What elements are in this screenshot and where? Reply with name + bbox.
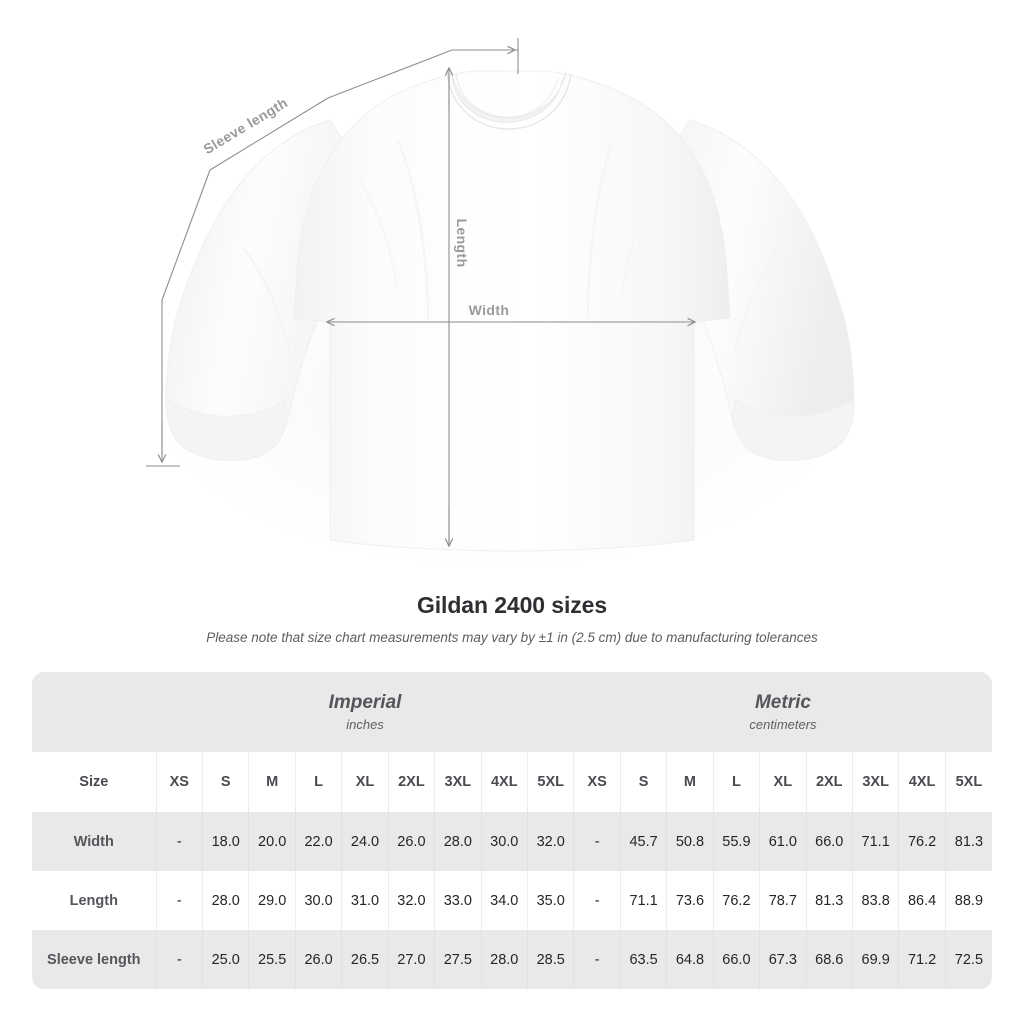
table-row: Length -28.0 29.0 30.0 31.0 32.0 33.0 34.0 35.0-… <box>32 871 992 930</box>
cell-width-metric-xl: 61.0 <box>759 812 807 871</box>
size-header-4xl: 4XL <box>480 752 528 812</box>
cell-width-metric-m: 50.8 <box>666 812 714 871</box>
cell-length-imperial-3xl: 33.0 <box>434 871 482 930</box>
size-header-s: S <box>619 752 667 812</box>
cell-sleeve-length-metric-5xl: 72.5 <box>944 930 992 989</box>
unit-header-imperial: Imperial inches <box>156 672 574 752</box>
cell-width-imperial-xs: - <box>155 812 203 871</box>
size-header-4xl: 4XL <box>898 752 946 812</box>
cell-sleeve-length-imperial-xs: - <box>155 930 203 989</box>
row-header-length: Length <box>32 871 157 930</box>
size-header-l: L <box>712 752 760 812</box>
cell-length-metric-m: 73.6 <box>666 871 714 930</box>
cell-length-imperial-4xl: 34.0 <box>480 871 528 930</box>
cell-length-metric-2xl: 81.3 <box>805 871 853 930</box>
cell-length-metric-xl: 78.7 <box>759 871 807 930</box>
cell-length-imperial-xs: - <box>155 871 203 930</box>
cell-length-metric-5xl: 88.9 <box>944 871 992 930</box>
cell-sleeve-length-imperial-4xl: 28.0 <box>480 930 528 989</box>
cell-width-metric-s: 45.7 <box>619 812 667 871</box>
table-row: Sleeve length -25.0 25.5 26.0 26.5 27.0 27.5 28… <box>32 930 992 989</box>
cell-width-imperial-xl: 24.0 <box>341 812 389 871</box>
cell-width-imperial-l: 22.0 <box>294 812 342 871</box>
cell-width-imperial-3xl: 28.0 <box>434 812 482 871</box>
unit-name: Imperial <box>328 692 402 714</box>
table-corner-cell <box>32 672 157 752</box>
cell-sleeve-length-imperial-l: 26.0 <box>294 930 342 989</box>
length-label: Length <box>454 218 470 267</box>
size-table-container: Imperial inches Metric centimeters Size XS S M L… <box>32 672 992 989</box>
cell-length-metric-4xl: 86.4 <box>898 871 946 930</box>
unit-subtitle: inches <box>346 716 384 732</box>
cell-length-metric-3xl: 83.8 <box>851 871 899 930</box>
size-table: Imperial inches Metric centimeters Size XS S M L… <box>32 672 992 989</box>
cell-length-imperial-5xl: 35.0 <box>526 871 574 930</box>
size-header-l: L <box>294 752 342 812</box>
cell-length-metric-l: 76.2 <box>712 871 760 930</box>
cell-width-metric-xs: - <box>573 812 621 871</box>
cell-width-imperial-m: 20.0 <box>248 812 296 871</box>
cell-sleeve-length-metric-l: 66.0 <box>712 930 760 989</box>
length-dimension: Length <box>449 68 470 546</box>
size-header-5xl: 5XL <box>526 752 574 812</box>
cell-width-imperial-4xl: 30.0 <box>480 812 528 871</box>
size-header-s: S <box>202 752 249 812</box>
size-header-xl: XL <box>341 752 389 812</box>
tolerance-note: Please note that size chart measurements… <box>206 630 818 645</box>
unit-banner-row: Imperial inches Metric centimeters <box>32 672 992 752</box>
cell-sleeve-length-metric-2xl: 68.6 <box>805 930 853 989</box>
cell-sleeve-length-metric-3xl: 69.9 <box>851 930 899 989</box>
unit-name: Metric <box>754 692 811 714</box>
page-title: Gildan 2400 sizes <box>416 592 608 618</box>
cell-width-imperial-5xl: 32.0 <box>526 812 574 871</box>
cell-length-imperial-2xl: 32.0 <box>387 871 435 930</box>
cell-sleeve-length-imperial-3xl: 27.5 <box>434 930 482 989</box>
cell-width-metric-4xl: 76.2 <box>898 812 946 871</box>
cell-sleeve-length-imperial-2xl: 27.0 <box>387 930 435 989</box>
size-header-3xl: 3XL <box>434 752 482 812</box>
size-header-m: M <box>248 752 296 812</box>
cell-length-metric-s: 71.1 <box>619 871 667 930</box>
row-header-width: Width <box>32 812 157 871</box>
cell-sleeve-length-metric-m: 64.8 <box>666 930 714 989</box>
cell-length-imperial-m: 29.0 <box>248 871 296 930</box>
cell-sleeve-length-imperial-5xl: 28.5 <box>526 930 574 989</box>
cell-length-imperial-l: 30.0 <box>294 871 342 930</box>
size-header-m: M <box>666 752 714 812</box>
cell-width-metric-l: 55.9 <box>712 812 760 871</box>
cell-sleeve-length-imperial-s: 25.0 <box>202 930 249 989</box>
size-header-2xl: 2XL <box>805 752 853 812</box>
cell-sleeve-length-imperial-m: 25.5 <box>248 930 296 989</box>
size-header-xs: XS <box>155 752 203 812</box>
cell-width-metric-5xl: 81.3 <box>944 812 992 871</box>
width-dimension: Width <box>327 302 695 322</box>
width-label: Width <box>469 302 510 318</box>
cell-width-metric-2xl: 66.0 <box>805 812 853 871</box>
cell-length-metric-xs: - <box>573 871 621 930</box>
size-header-xl: XL <box>759 752 807 812</box>
cell-width-imperial-s: 18.0 <box>202 812 249 871</box>
cell-sleeve-length-metric-4xl: 71.2 <box>898 930 946 989</box>
size-header-xs: XS <box>573 752 621 812</box>
garment-illustration: Sleeve length Length Width <box>120 38 880 585</box>
cell-sleeve-length-metric-s: 63.5 <box>619 930 667 989</box>
table-row: Width -18.0 20.0 22.0 24.0 26.0 28.0 30.0 32.0-4… <box>32 812 992 871</box>
cell-width-metric-3xl: 71.1 <box>851 812 899 871</box>
size-header-5xl: 5XL <box>944 752 992 812</box>
unit-subtitle: centimeters <box>749 716 817 732</box>
cell-sleeve-length-metric-xs: - <box>573 930 621 989</box>
cell-sleeve-length-metric-xl: 67.3 <box>759 930 807 989</box>
cell-sleeve-length-imperial-xl: 26.5 <box>341 930 389 989</box>
size-header-3xl: 3XL <box>851 752 899 812</box>
cell-length-imperial-xl: 31.0 <box>341 871 389 930</box>
size-column-header: Size <box>32 752 157 812</box>
size-header-row: Size XS S M L XL 2XL 3XL 4XL 5XL XS S M L XL 2XL 3XL 4XL 5… <box>32 752 992 812</box>
unit-header-metric: Metric centimeters <box>573 672 992 752</box>
row-header-sleeve-length: Sleeve length <box>32 930 157 989</box>
cell-length-imperial-s: 28.0 <box>202 871 249 930</box>
cell-width-imperial-2xl: 26.0 <box>387 812 435 871</box>
chart-heading: Gildan 2400 sizes Please note that size … <box>0 592 1024 645</box>
size-header-2xl: 2XL <box>387 752 435 812</box>
